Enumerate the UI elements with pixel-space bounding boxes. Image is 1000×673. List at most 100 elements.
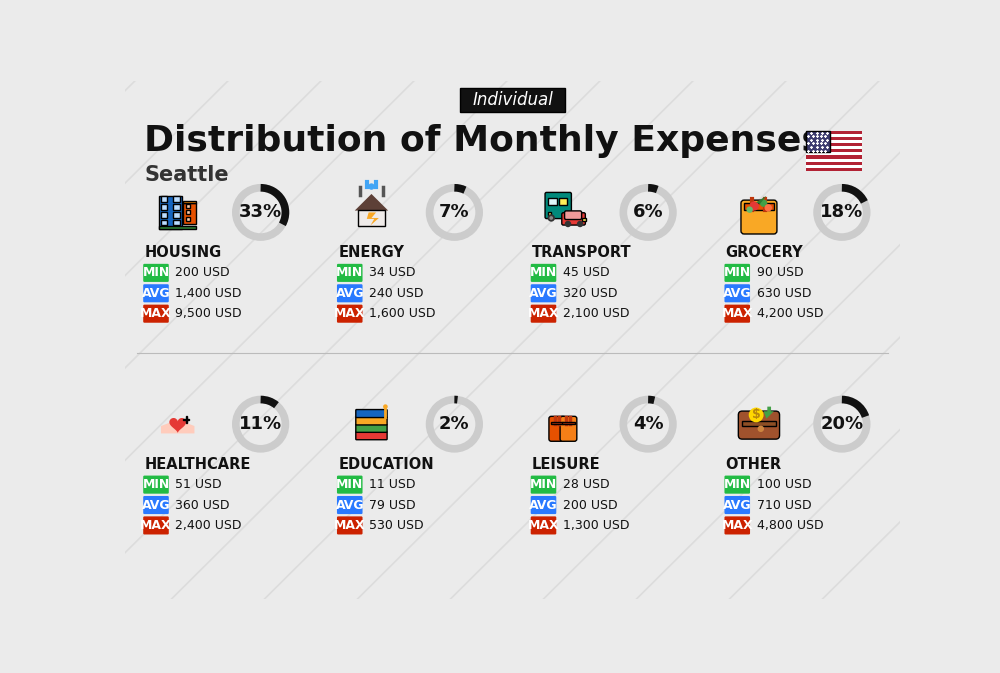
Circle shape <box>750 201 759 211</box>
FancyBboxPatch shape <box>186 204 190 208</box>
FancyBboxPatch shape <box>356 410 387 417</box>
FancyBboxPatch shape <box>337 476 363 494</box>
Circle shape <box>549 216 553 220</box>
Circle shape <box>565 221 571 227</box>
Circle shape <box>368 183 375 190</box>
FancyBboxPatch shape <box>143 284 169 302</box>
Text: 18%: 18% <box>820 203 864 221</box>
FancyBboxPatch shape <box>806 134 862 137</box>
Text: AVG: AVG <box>335 499 364 511</box>
FancyBboxPatch shape <box>183 203 196 223</box>
FancyBboxPatch shape <box>143 264 169 282</box>
FancyBboxPatch shape <box>724 284 750 302</box>
FancyBboxPatch shape <box>531 476 556 494</box>
FancyBboxPatch shape <box>724 496 750 514</box>
Text: 360 USD: 360 USD <box>175 499 230 511</box>
FancyBboxPatch shape <box>159 196 182 229</box>
FancyBboxPatch shape <box>806 143 862 146</box>
Polygon shape <box>355 194 388 211</box>
Circle shape <box>749 408 764 423</box>
Text: MAX: MAX <box>721 519 753 532</box>
FancyBboxPatch shape <box>161 220 167 225</box>
Text: 34 USD: 34 USD <box>369 267 416 279</box>
Text: 240 USD: 240 USD <box>369 287 424 299</box>
FancyBboxPatch shape <box>548 198 557 205</box>
FancyBboxPatch shape <box>143 496 169 514</box>
Text: LEISURE: LEISURE <box>532 457 600 472</box>
FancyBboxPatch shape <box>741 200 777 234</box>
Text: ENERGY: ENERGY <box>338 245 404 260</box>
Text: 6%: 6% <box>633 203 663 221</box>
FancyBboxPatch shape <box>549 417 566 441</box>
FancyBboxPatch shape <box>738 411 780 439</box>
FancyBboxPatch shape <box>531 305 556 323</box>
FancyBboxPatch shape <box>358 210 385 226</box>
Text: 51 USD: 51 USD <box>175 478 222 491</box>
Text: AVG: AVG <box>529 287 558 299</box>
FancyBboxPatch shape <box>724 516 750 534</box>
FancyBboxPatch shape <box>562 213 585 225</box>
Circle shape <box>746 207 753 213</box>
Text: AVG: AVG <box>142 287 170 299</box>
Text: 530 USD: 530 USD <box>369 519 424 532</box>
Text: 2,400 USD: 2,400 USD <box>175 519 242 532</box>
Text: 4%: 4% <box>633 415 663 433</box>
Text: 1,600 USD: 1,600 USD <box>369 307 436 320</box>
Circle shape <box>383 404 388 409</box>
FancyBboxPatch shape <box>545 192 571 219</box>
FancyBboxPatch shape <box>356 425 387 432</box>
FancyBboxPatch shape <box>559 198 567 205</box>
Text: AVG: AVG <box>723 499 752 511</box>
Text: Distribution of Monthly Expenses: Distribution of Monthly Expenses <box>144 124 823 158</box>
FancyBboxPatch shape <box>724 305 750 323</box>
FancyBboxPatch shape <box>531 516 556 534</box>
FancyBboxPatch shape <box>806 159 862 162</box>
FancyBboxPatch shape <box>173 220 180 225</box>
FancyBboxPatch shape <box>806 137 862 140</box>
Text: 4,200 USD: 4,200 USD <box>757 307 823 320</box>
FancyBboxPatch shape <box>337 516 363 534</box>
Text: 100 USD: 100 USD <box>757 478 811 491</box>
Text: GROCERY: GROCERY <box>726 245 803 260</box>
FancyBboxPatch shape <box>337 496 363 514</box>
Text: 45 USD: 45 USD <box>563 267 610 279</box>
FancyBboxPatch shape <box>161 197 167 202</box>
Text: MAX: MAX <box>334 519 366 532</box>
Text: MIN: MIN <box>336 267 363 279</box>
Text: 33%: 33% <box>239 203 282 221</box>
FancyBboxPatch shape <box>460 88 565 112</box>
Text: OTHER: OTHER <box>726 457 782 472</box>
Text: 4,800 USD: 4,800 USD <box>757 519 823 532</box>
Text: 20%: 20% <box>820 415 863 433</box>
Text: MIN: MIN <box>530 478 557 491</box>
FancyBboxPatch shape <box>582 217 586 221</box>
FancyBboxPatch shape <box>724 264 750 282</box>
Text: 28 USD: 28 USD <box>563 478 610 491</box>
FancyBboxPatch shape <box>806 146 862 149</box>
FancyBboxPatch shape <box>806 152 862 155</box>
Text: TRANSPORT: TRANSPORT <box>532 245 632 260</box>
Text: HOUSING: HOUSING <box>144 245 222 260</box>
FancyBboxPatch shape <box>562 422 574 424</box>
FancyBboxPatch shape <box>159 226 196 229</box>
FancyBboxPatch shape <box>337 284 363 302</box>
Circle shape <box>760 199 767 207</box>
Text: $: $ <box>752 409 761 421</box>
Polygon shape <box>764 406 774 419</box>
Text: MAX: MAX <box>140 519 172 532</box>
FancyBboxPatch shape <box>356 417 387 425</box>
Text: MIN: MIN <box>142 267 170 279</box>
FancyBboxPatch shape <box>161 204 167 210</box>
FancyBboxPatch shape <box>186 217 190 221</box>
Text: 2%: 2% <box>439 415 470 433</box>
Text: EDUCATION: EDUCATION <box>338 457 434 472</box>
FancyBboxPatch shape <box>806 149 862 152</box>
FancyBboxPatch shape <box>806 165 862 168</box>
Text: 2,100 USD: 2,100 USD <box>563 307 629 320</box>
FancyBboxPatch shape <box>744 203 774 210</box>
FancyBboxPatch shape <box>183 419 189 421</box>
FancyBboxPatch shape <box>742 421 776 426</box>
Text: 90 USD: 90 USD <box>757 267 803 279</box>
FancyBboxPatch shape <box>183 201 196 203</box>
Text: 79 USD: 79 USD <box>369 499 416 511</box>
